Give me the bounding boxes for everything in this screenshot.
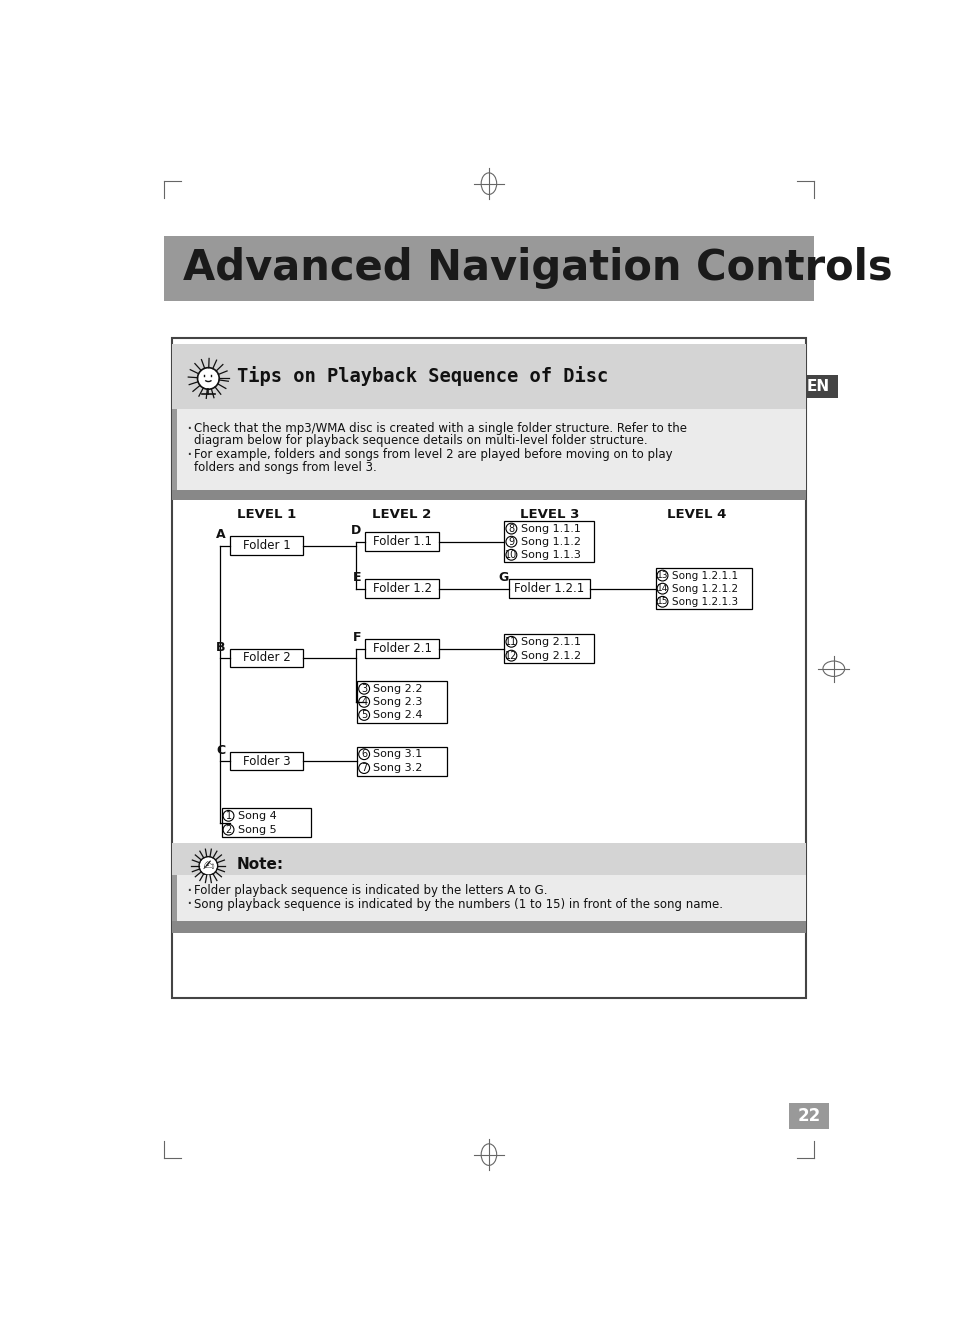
Text: LEVEL 4: LEVEL 4: [666, 509, 725, 521]
Bar: [365, 533, 438, 551]
Text: Song 2.2: Song 2.2: [373, 684, 422, 694]
Text: 4: 4: [360, 697, 367, 706]
Text: Tips on Playback Sequence of Disc: Tips on Playback Sequence of Disc: [236, 366, 608, 386]
Text: Song 2.1.2: Song 2.1.2: [520, 651, 580, 661]
Text: 10: 10: [505, 550, 517, 559]
Text: Note:: Note:: [236, 857, 284, 872]
Text: 7: 7: [360, 763, 367, 772]
Text: 1: 1: [225, 811, 232, 820]
Text: EN: EN: [806, 379, 829, 394]
Text: 14: 14: [657, 584, 667, 594]
Text: D: D: [351, 525, 361, 538]
Bar: [172, 338, 805, 998]
Bar: [172, 409, 805, 490]
Text: Song 3.2: Song 3.2: [373, 763, 422, 772]
Text: 6: 6: [360, 749, 367, 759]
Text: LEVEL 3: LEVEL 3: [519, 509, 578, 521]
Bar: [221, 808, 311, 837]
Text: ·: ·: [186, 445, 192, 464]
Text: Folder 1.2.1: Folder 1.2.1: [514, 582, 584, 595]
Text: 12: 12: [505, 651, 517, 661]
Text: 9: 9: [508, 537, 514, 547]
Circle shape: [197, 367, 219, 390]
Text: Song 5: Song 5: [237, 824, 276, 835]
Bar: [504, 635, 594, 664]
Text: 15: 15: [656, 598, 667, 607]
Bar: [230, 751, 303, 770]
Text: Check that the mp3/WMA disc is created with a single folder structure. Refer to : Check that the mp3/WMA disc is created w…: [193, 421, 686, 435]
Text: Folder 2.1: Folder 2.1: [373, 643, 431, 656]
Bar: [508, 579, 590, 598]
Text: Folder 2: Folder 2: [242, 652, 290, 664]
Bar: [172, 874, 177, 921]
Bar: [172, 490, 805, 500]
Bar: [172, 874, 805, 921]
Text: ✍: ✍: [202, 859, 214, 873]
Text: 3: 3: [360, 684, 367, 694]
Text: Advanced Navigation Controls: Advanced Navigation Controls: [183, 248, 891, 289]
Text: Song 1.1.1: Song 1.1.1: [520, 523, 580, 534]
Text: 2: 2: [225, 824, 232, 835]
Text: 13: 13: [656, 571, 667, 580]
Text: LEVEL 2: LEVEL 2: [372, 509, 432, 521]
Text: Folder 3: Folder 3: [242, 755, 290, 767]
Bar: [230, 649, 303, 668]
Bar: [655, 568, 751, 610]
Text: Song 1.1.2: Song 1.1.2: [520, 537, 580, 547]
Text: F: F: [353, 632, 361, 644]
Text: E: E: [353, 571, 361, 584]
Text: For example, folders and songs from level 2 are played before moving on to play: For example, folders and songs from leve…: [193, 448, 672, 461]
Bar: [788, 1102, 828, 1129]
Text: Song 2.1.1: Song 2.1.1: [520, 637, 580, 647]
Text: Folder 1.2: Folder 1.2: [373, 582, 431, 595]
Text: diagram below for playback sequence details on multi-level folder structure.: diagram below for playback sequence deta…: [193, 435, 646, 448]
Text: 22: 22: [797, 1108, 820, 1125]
Text: ·: ·: [186, 881, 192, 900]
Bar: [230, 537, 303, 555]
Bar: [172, 409, 177, 490]
Text: G: G: [497, 571, 508, 584]
Bar: [172, 343, 805, 409]
Bar: [172, 921, 805, 933]
Text: Song 1.2.1.3: Song 1.2.1.3: [671, 596, 738, 607]
Text: Song 3.1: Song 3.1: [373, 749, 422, 759]
Text: Song 2.4: Song 2.4: [373, 710, 422, 719]
Text: 11: 11: [505, 637, 517, 647]
Text: Folder 1: Folder 1: [242, 539, 290, 553]
Text: Song playback sequence is indicated by the numbers (1 to 15) in front of the son: Song playback sequence is indicated by t…: [193, 898, 721, 910]
Text: Song 1.2.1.1: Song 1.2.1.1: [671, 571, 738, 580]
Bar: [798, 375, 838, 398]
Text: Folder 1.1: Folder 1.1: [373, 535, 431, 549]
Bar: [164, 236, 813, 302]
Text: A: A: [216, 529, 226, 541]
Circle shape: [199, 857, 217, 874]
Text: Song 4: Song 4: [237, 811, 276, 820]
Text: B: B: [216, 641, 226, 653]
Text: 8: 8: [508, 523, 514, 534]
Bar: [365, 640, 438, 659]
Bar: [172, 843, 805, 929]
Text: Song 1.1.3: Song 1.1.3: [520, 550, 580, 559]
Text: Folder playback sequence is indicated by the letters A to G.: Folder playback sequence is indicated by…: [193, 884, 547, 897]
Bar: [356, 746, 447, 775]
Text: Song 2.3: Song 2.3: [373, 697, 422, 706]
Text: C: C: [216, 743, 226, 757]
Text: ·: ·: [186, 896, 192, 913]
Bar: [356, 681, 447, 722]
Text: 5: 5: [360, 710, 367, 719]
Text: Song 1.2.1.2: Song 1.2.1.2: [671, 583, 738, 594]
Text: ·: ·: [186, 420, 192, 437]
Bar: [365, 579, 438, 598]
Bar: [504, 521, 594, 563]
Text: folders and songs from level 3.: folders and songs from level 3.: [193, 461, 376, 473]
Text: LEVEL 1: LEVEL 1: [236, 509, 295, 521]
